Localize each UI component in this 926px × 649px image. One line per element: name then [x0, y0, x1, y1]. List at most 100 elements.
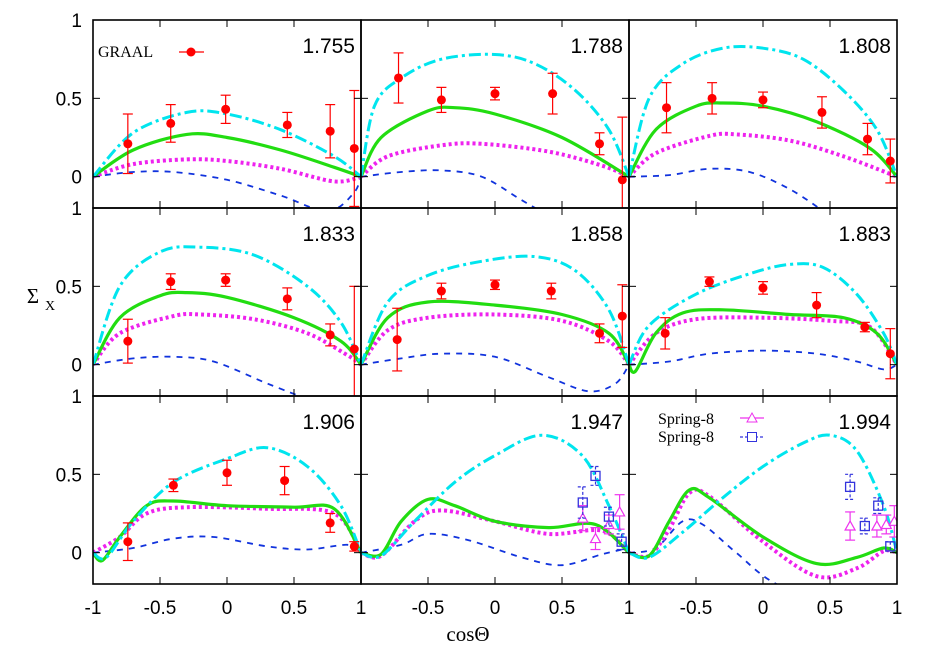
x-tick-label: 0	[222, 598, 233, 619]
graal-point	[490, 86, 500, 101]
blue-curve	[629, 167, 821, 208]
graal-point	[490, 279, 500, 291]
marker	[885, 156, 895, 166]
graal-point	[594, 323, 605, 344]
magenta-curve	[629, 487, 897, 580]
marker	[166, 118, 176, 128]
graal-point	[325, 103, 336, 159]
spring8-tri-point	[589, 526, 602, 551]
plot-area	[629, 262, 897, 380]
green-curve	[629, 101, 897, 178]
cyan-curve	[629, 433, 897, 560]
spring8-tri-point	[880, 514, 893, 535]
legend-marker	[746, 411, 758, 423]
spring8-tri-point	[613, 494, 626, 530]
magenta-curve	[629, 131, 897, 179]
panel-1.906: 1.906	[92, 395, 362, 585]
marker	[595, 328, 605, 338]
graal-point	[707, 82, 718, 115]
graal-point	[392, 307, 403, 372]
graal-point	[617, 284, 628, 349]
graal-point	[349, 541, 360, 552]
x-tick-label: 0	[758, 598, 769, 619]
legend-spring8-triangle: Spring-8	[658, 411, 764, 428]
x-tick-label: -0.5	[412, 598, 445, 619]
y-tick-label: 1	[71, 199, 82, 220]
spring8-sq-point	[873, 497, 884, 515]
graal-point	[885, 138, 896, 184]
marker	[707, 93, 717, 103]
green-curve	[93, 290, 361, 366]
cyan-curve	[361, 433, 629, 560]
spring8-sq-point	[603, 506, 615, 527]
marker	[595, 139, 605, 149]
graal-point	[816, 96, 827, 129]
cyan-curve	[93, 109, 361, 178]
x-tick-label: 0	[490, 598, 501, 619]
panel-1.883: 1.883	[628, 207, 898, 397]
marker	[616, 536, 627, 547]
magenta-curve	[629, 315, 897, 366]
x-tick-label: 0.5	[281, 598, 307, 619]
graal-point	[168, 478, 179, 493]
energy-label: 1.858	[570, 223, 623, 246]
graal-point	[704, 276, 715, 287]
graal-point	[220, 94, 231, 125]
marker	[436, 286, 446, 296]
marker	[863, 134, 873, 144]
green-curve	[93, 132, 361, 179]
graal-point	[165, 273, 176, 291]
blue-curve	[361, 352, 629, 393]
graal-point	[325, 512, 336, 533]
marker	[660, 328, 670, 338]
graal-point	[349, 285, 360, 396]
graal-point	[547, 72, 558, 115]
energy-label: 1.833	[302, 223, 355, 246]
marker	[282, 120, 292, 130]
marker	[590, 470, 601, 482]
graal-point	[546, 282, 557, 300]
energy-label: 1.994	[838, 411, 891, 434]
marker	[817, 107, 827, 117]
graal-point	[165, 103, 176, 143]
y-tick-label: 0	[71, 544, 82, 565]
graal-point	[325, 323, 336, 347]
graal-point	[349, 89, 360, 208]
spring8-sq-point	[590, 465, 601, 486]
marker	[617, 175, 627, 185]
graal-point	[885, 328, 896, 380]
marker	[349, 143, 359, 153]
marker	[436, 95, 446, 105]
marker	[873, 500, 884, 511]
x-tick-label: 1	[892, 598, 903, 619]
marker	[885, 541, 896, 552]
spring8-sq-point	[616, 533, 627, 551]
panel-1.947: 1.947	[360, 395, 630, 585]
spring8-sq-point	[885, 541, 896, 552]
marker	[325, 518, 335, 528]
marker	[885, 349, 895, 359]
spring8-sq-point	[859, 517, 870, 535]
x-tick-label: -0.5	[144, 598, 177, 619]
magenta-curve	[93, 157, 361, 184]
marker	[844, 519, 857, 531]
graal-point	[811, 292, 822, 319]
green-curve	[361, 497, 629, 558]
marker	[392, 335, 402, 345]
energy-label: 1.947	[570, 411, 623, 434]
blue-curve	[93, 535, 361, 554]
legend-marker	[186, 47, 196, 57]
plot-area	[93, 89, 361, 208]
plot-area	[361, 254, 629, 393]
marker	[123, 336, 133, 346]
marker	[282, 294, 292, 304]
cyan-curve	[361, 254, 629, 366]
marker	[325, 126, 335, 136]
y-tick-label: 0	[71, 356, 82, 377]
y-tick-label: 0.5	[56, 89, 82, 110]
marker	[758, 95, 768, 105]
graal-point	[220, 273, 231, 287]
graal-point	[279, 465, 290, 496]
marker	[589, 532, 602, 544]
